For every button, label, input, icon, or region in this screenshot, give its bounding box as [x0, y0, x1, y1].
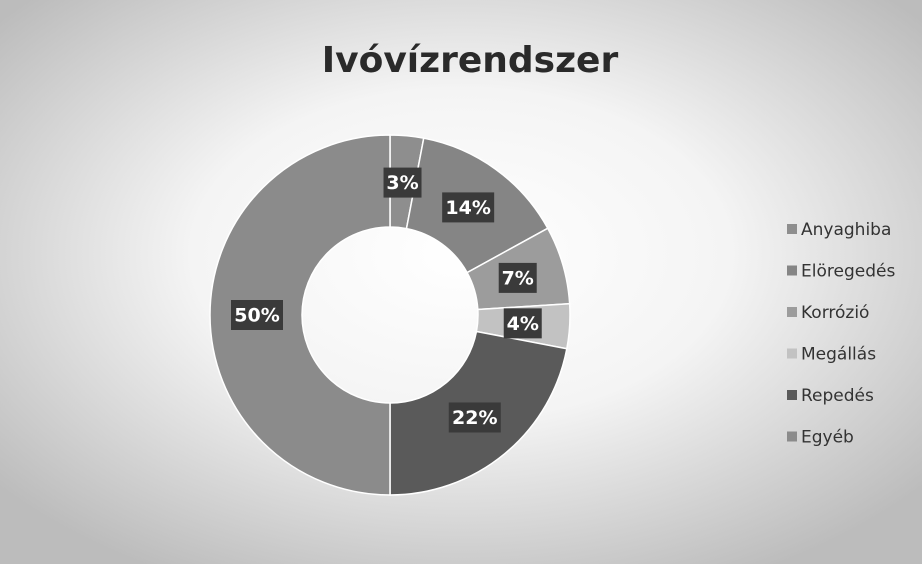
- chart-title: Ivóvízrendszer: [322, 40, 619, 81]
- data-label: 50%: [234, 305, 279, 327]
- legend-swatch: [787, 307, 797, 317]
- data-label-box: [442, 192, 495, 223]
- data-label-box: [231, 300, 283, 330]
- legend-label: Megállás: [801, 345, 876, 365]
- legend-label: Repedés: [801, 386, 874, 406]
- legend-swatch: [787, 348, 797, 359]
- data-label: 22%: [452, 407, 497, 429]
- data-label-box: [503, 308, 542, 339]
- data-label: 4%: [507, 313, 539, 335]
- legend-label: Egyéb: [801, 428, 854, 448]
- legend-label: Anyaghiba: [801, 220, 891, 240]
- donut-segment: [209, 134, 391, 496]
- legend-label: Korrózió: [801, 303, 869, 323]
- data-label: 14%: [445, 197, 490, 219]
- legend-swatch: [787, 431, 797, 442]
- data-label-box: [448, 402, 501, 433]
- data-label: 3%: [386, 172, 418, 194]
- data-label: 7%: [502, 267, 534, 289]
- legend-label: Elöregedés: [801, 262, 895, 282]
- legend-swatch: [787, 224, 797, 234]
- legend-swatch: [787, 265, 797, 276]
- legend-swatch: [787, 390, 797, 400]
- data-label-box: [383, 167, 422, 198]
- data-label-box: [498, 262, 537, 293]
